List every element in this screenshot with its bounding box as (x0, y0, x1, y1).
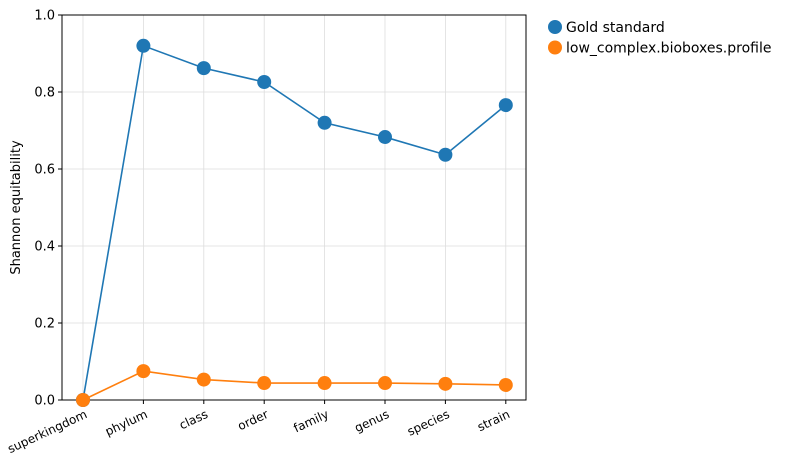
data-point (378, 376, 392, 391)
data-point (438, 376, 453, 391)
x-tick-label: order (236, 407, 271, 433)
series-1 (76, 364, 513, 407)
x-axis: superkingdom phylum class order family genus s… (5, 400, 512, 456)
legend-marker (548, 40, 562, 55)
data-point (257, 376, 272, 391)
grid-lines (62, 14, 526, 401)
data-point (136, 364, 151, 379)
data-point (317, 115, 332, 130)
y-tick-label: 0.6 (34, 163, 55, 178)
x-tick-label: species (405, 407, 452, 439)
data-point (498, 377, 513, 392)
y-tick-label: 0.2 (34, 317, 55, 332)
x-tick-label: superkingdom (5, 407, 89, 456)
legend-item: low_complex.bioboxes.profile (548, 40, 771, 57)
data-point (317, 376, 332, 391)
x-tick-label: genus (352, 407, 391, 435)
y-axis: 0.0 0.2 0.4 0.6 0.8 1.0 (34, 9, 62, 409)
series-group (76, 38, 513, 407)
data-point (498, 98, 513, 113)
series-0 (76, 38, 513, 407)
data-point (76, 393, 90, 407)
data-point (196, 61, 211, 76)
legend-label: low_complex.bioboxes.profile (566, 41, 771, 57)
x-tick-label: strain (475, 407, 512, 434)
series-line (82, 370, 506, 401)
x-tick-label: phylum (103, 407, 150, 439)
y-tick-label: 0.0 (34, 394, 55, 409)
series-line (82, 44, 507, 401)
y-tick-label: 0.8 (34, 86, 55, 101)
legend: Gold standard low_complex.bioboxes.profil… (548, 20, 771, 57)
plot-area (61, 14, 527, 401)
x-tick-label: family (291, 407, 330, 435)
legend-marker (548, 20, 562, 34)
data-point (136, 38, 151, 53)
legend-label: Gold standard (566, 20, 665, 36)
data-point (257, 74, 272, 89)
x-tick-label: class (177, 407, 210, 432)
data-point (438, 147, 453, 162)
legend-item: Gold standard (548, 20, 665, 36)
y-tick-label: 1.0 (34, 9, 55, 24)
data-point (378, 130, 392, 145)
data-point (196, 372, 211, 387)
y-axis-label: Shannon equitability (9, 140, 24, 275)
y-tick-label: 0.4 (34, 240, 55, 255)
